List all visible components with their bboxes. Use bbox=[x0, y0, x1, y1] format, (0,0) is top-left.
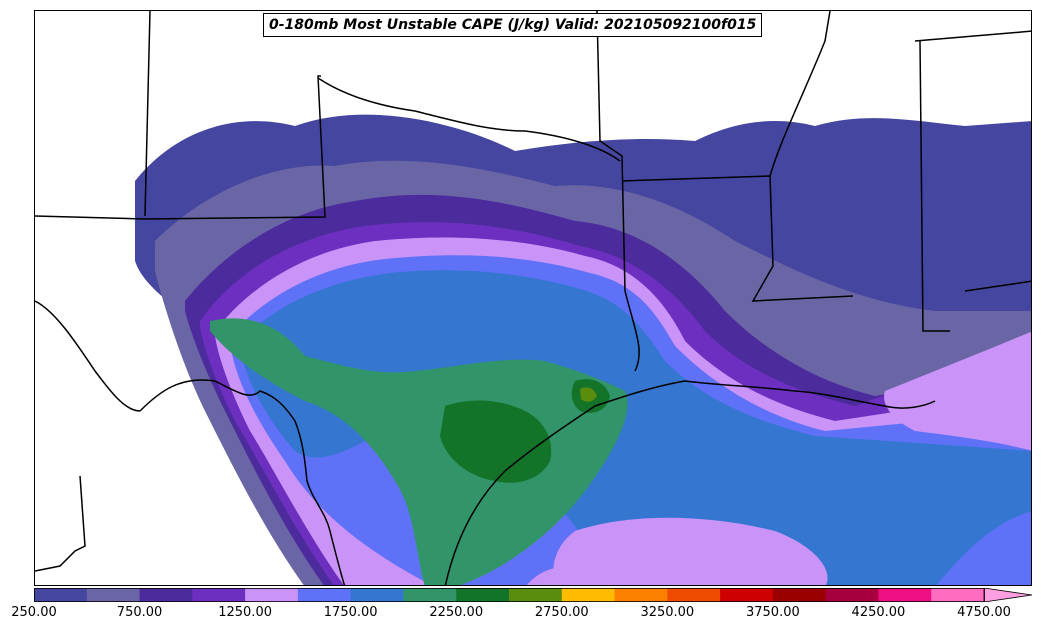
colorbar-tick-label: 750.00 bbox=[116, 605, 163, 620]
colorbar-segment bbox=[772, 588, 827, 602]
colorbar-tick-label: 2250.00 bbox=[429, 605, 484, 620]
colorbar-segment bbox=[614, 588, 668, 602]
colorbar-segment bbox=[667, 588, 721, 602]
colorbar-segment bbox=[86, 588, 141, 602]
colorbar-segment bbox=[509, 588, 563, 602]
colorbar-tick-label: 1250.00 bbox=[218, 605, 272, 620]
map-panel bbox=[34, 10, 1032, 586]
colorbar-tick-label: 4250.00 bbox=[851, 605, 906, 620]
colorbar-segment bbox=[245, 588, 299, 602]
colorbar-segment bbox=[720, 588, 774, 602]
colorbar-segment bbox=[34, 588, 88, 602]
colorbar-tick-label: 2750.00 bbox=[534, 605, 589, 620]
colorbar-tick-label: 4750.00 bbox=[957, 605, 1011, 620]
map-boundaries bbox=[35, 11, 1031, 585]
cape-map bbox=[35, 11, 1031, 585]
colorbar-extend-arrow bbox=[983, 588, 1033, 602]
colorbar-segment bbox=[403, 588, 457, 602]
colorbar-tick-label: 3250.00 bbox=[640, 605, 695, 620]
colorbar-segment bbox=[192, 588, 246, 602]
colorbar-segment bbox=[878, 588, 932, 602]
colorbar-segment bbox=[825, 588, 879, 602]
colorbar-segment bbox=[139, 588, 193, 602]
colorbar-segment bbox=[350, 588, 404, 602]
colorbar-segment bbox=[456, 588, 510, 602]
colorbar bbox=[34, 588, 1033, 602]
colorbar-segment bbox=[561, 588, 616, 602]
colorbar-tick-label: 250.00 bbox=[11, 605, 57, 620]
colorbar-segment bbox=[297, 588, 352, 602]
colorbar-tick-label: 3750.00 bbox=[745, 605, 800, 620]
colorbar-segment bbox=[931, 588, 985, 602]
colorbar-tick-label: 1750.00 bbox=[323, 605, 378, 620]
map-title: 0-180mb Most Unstable CAPE (J/kg) Valid:… bbox=[263, 13, 763, 37]
cape-shading bbox=[135, 114, 1031, 585]
